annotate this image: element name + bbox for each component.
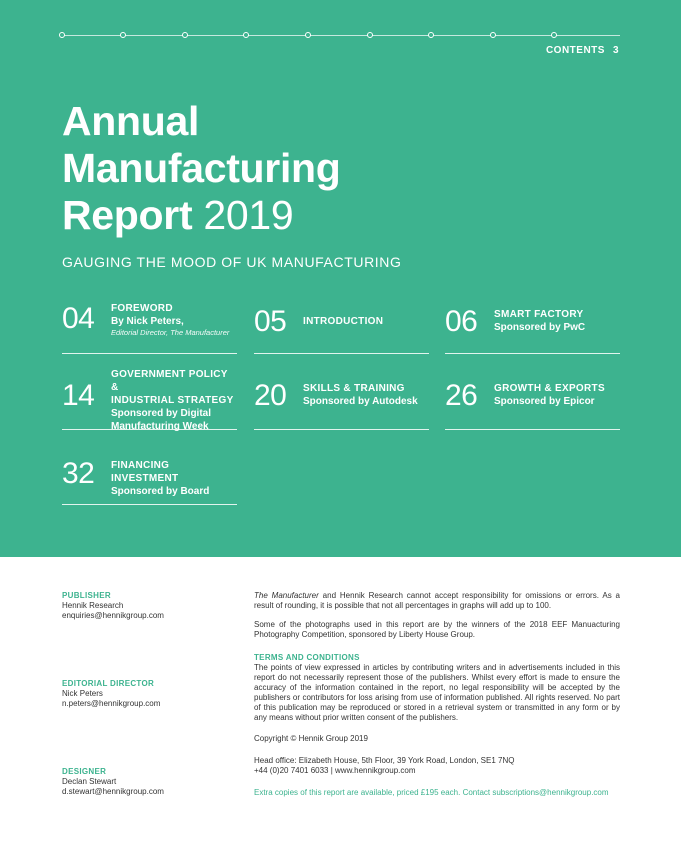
- toc-heading: GOVERNMENT POLICY &: [111, 369, 228, 393]
- toc-heading: FOREWORD: [111, 303, 173, 314]
- publisher-heading: PUBLISHER: [62, 591, 111, 600]
- publisher-name: Hennik Research: [62, 601, 124, 610]
- toc-sponsor: Sponsored by Autodesk: [303, 396, 418, 407]
- toc-entry-smart-factory[interactable]: 06 SMART FACTORY Sponsored by PwC: [445, 300, 620, 354]
- terms-section: TERMS AND CONDITIONS The points of view …: [254, 653, 620, 723]
- title-line: Annual: [62, 98, 200, 144]
- rule-dot: [490, 32, 496, 38]
- title-line: Manufacturing: [62, 145, 341, 191]
- editorial-name: Nick Peters: [62, 689, 103, 698]
- toc-byline: By Nick Peters,: [111, 316, 184, 327]
- report-title: Annual Manufacturing Report 2019: [62, 98, 341, 239]
- toc-entry-growth-exports[interactable]: 26 GROWTH & EXPORTS Sponsored by Epicor: [445, 368, 620, 430]
- toc-note-publication: The Manufacturer: [170, 328, 230, 337]
- toc-heading-line2: INDUSTRIAL STRATEGY: [111, 395, 234, 406]
- publication-name: The Manufacturer: [254, 591, 319, 600]
- terms-body: The points of view expressed in articles…: [254, 663, 620, 722]
- toc-entry-skills-training[interactable]: 20 SKILLS & TRAINING Sponsored by Autode…: [254, 368, 429, 430]
- imprint-section: PUBLISHER Hennik Research enquiries@henn…: [0, 557, 681, 843]
- page-number: 3: [612, 45, 619, 56]
- toc-text: FOREWORD By Nick Peters, Editorial Direc…: [111, 302, 229, 338]
- rule-dot: [305, 32, 311, 38]
- report-subtitle: GAUGING THE MOOD OF UK MANUFACTURING: [62, 254, 402, 270]
- copyright-line: Copyright © Hennik Group 2019: [254, 734, 368, 743]
- designer-heading: DESIGNER: [62, 767, 107, 776]
- contents-page-label: CONTENTS 3: [546, 45, 619, 56]
- cover-panel: CONTENTS 3 Annual Manufacturing Report 20…: [0, 0, 681, 557]
- toc-heading: FINANCING INVESTMENT: [111, 460, 179, 484]
- rule-dot: [428, 32, 434, 38]
- publisher-credit: PUBLISHER Hennik Research enquiries@henn…: [62, 591, 164, 621]
- rule-dot: [367, 32, 373, 38]
- rule-dot: [243, 32, 249, 38]
- extra-copies-note: Extra copies of this report are availabl…: [254, 788, 620, 798]
- toc-sponsor-line2: Manufacturing Week: [111, 421, 209, 432]
- designer-name: Declan Stewart: [62, 777, 117, 786]
- toc-sponsor: Sponsored by Board: [111, 486, 210, 497]
- title-word: Report: [62, 192, 193, 238]
- toc-page-number: 14: [62, 379, 95, 412]
- toc-sponsor: Sponsored by Digital: [111, 408, 212, 419]
- toc-page-number: 06: [445, 305, 478, 338]
- publisher-email[interactable]: enquiries@hennikgroup.com: [62, 611, 164, 620]
- toc-page-number: 26: [445, 379, 478, 412]
- toc-note: Editorial Director, The Manufacturer: [111, 328, 229, 338]
- title-line: Report 2019: [62, 192, 341, 239]
- toc-page-number: 32: [62, 457, 95, 490]
- editorial-email[interactable]: n.peters@hennikgroup.com: [62, 699, 161, 708]
- toc-text: INTRODUCTION: [303, 315, 383, 328]
- toc-text: GROWTH & EXPORTS Sponsored by Epicor: [494, 382, 605, 408]
- rule-dot: [120, 32, 126, 38]
- toc-page-number: 04: [62, 302, 95, 335]
- toc-entry-foreword[interactable]: 04 FOREWORD By Nick Peters, Editorial Di…: [62, 300, 237, 354]
- rule-dot: [182, 32, 188, 38]
- toc-heading: INTRODUCTION: [303, 316, 384, 327]
- rule-dot: [551, 32, 557, 38]
- toc-entry-introduction[interactable]: 05 INTRODUCTION: [254, 300, 429, 354]
- toc-page-number: 05: [254, 305, 287, 338]
- subscriptions-email[interactable]: subscriptions@hennikgroup.com: [492, 788, 609, 797]
- rule-dot: [59, 32, 65, 38]
- toc-heading: GROWTH & EXPORTS: [494, 383, 605, 394]
- designer-credit: DESIGNER Declan Stewart d.stewart@hennik…: [62, 767, 164, 797]
- disclaimer-text: and Hennik Research cannot accept respon…: [254, 591, 621, 610]
- toc-text: GOVERNMENT POLICY & INDUSTRIAL STRATEGY …: [111, 368, 237, 433]
- title-year: 2019: [203, 192, 294, 238]
- extra-copies-text: Extra copies of this report are availabl…: [254, 788, 493, 797]
- head-office-address: Head office: Elizabeth House, 5th Floor,…: [254, 756, 515, 765]
- toc-entry-government-policy[interactable]: 14 GOVERNMENT POLICY & INDUSTRIAL STRATE…: [62, 368, 237, 433]
- toc-text: FINANCING INVESTMENT Sponsored by Board: [111, 459, 237, 498]
- toc-heading: SMART FACTORY: [494, 309, 584, 320]
- toc-heading: SKILLS & TRAINING: [303, 383, 405, 394]
- editorial-director-credit: EDITORIAL DIRECTOR Nick Peters n.peters@…: [62, 679, 160, 709]
- photo-credit-paragraph: Some of the photographs used in this rep…: [254, 620, 620, 639]
- dotted-rule: [59, 32, 620, 38]
- toc-sponsor: Sponsored by PwC: [494, 322, 586, 333]
- designer-email[interactable]: d.stewart@hennikgroup.com: [62, 787, 164, 796]
- toc-page-number: 20: [254, 379, 287, 412]
- editorial-heading: EDITORIAL DIRECTOR: [62, 679, 155, 688]
- toc-entry-financing-investment[interactable]: 32 FINANCING INVESTMENT Sponsored by Boa…: [62, 452, 237, 505]
- toc-sponsor: Sponsored by Epicor: [494, 396, 595, 407]
- disclaimer-paragraph: The Manufacturer and Hennik Research can…: [254, 591, 620, 611]
- toc-text: SMART FACTORY Sponsored by PwC: [494, 308, 585, 334]
- contact-line[interactable]: +44 (0)20 7401 6033 | www.hennikgroup.co…: [254, 766, 416, 775]
- contents-label: CONTENTS: [545, 45, 605, 56]
- toc-text: SKILLS & TRAINING Sponsored by Autodesk: [303, 382, 418, 408]
- terms-heading: TERMS AND CONDITIONS: [254, 653, 360, 662]
- toc-note-prefix: Editorial Director,: [111, 328, 171, 337]
